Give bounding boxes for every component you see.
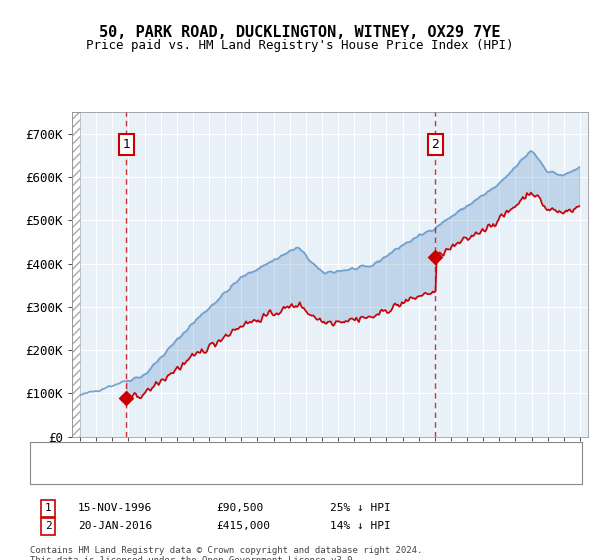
Text: 20-JAN-2016: 20-JAN-2016	[78, 521, 152, 531]
Point	[122, 393, 131, 402]
Text: ——: ——	[54, 447, 82, 461]
Text: 50, PARK ROAD, DUCKLINGTON, WITNEY, OX29 7YE: 50, PARK ROAD, DUCKLINGTON, WITNEY, OX29…	[99, 25, 501, 40]
Text: 14% ↓ HPI: 14% ↓ HPI	[330, 521, 391, 531]
Text: 2: 2	[431, 138, 439, 151]
Text: £415,000: £415,000	[216, 521, 270, 531]
Bar	[72, 112, 80, 437]
Text: 50, PARK ROAD, DUCKLINGTON, WITNEY, OX29 7YE (detached house): 50, PARK ROAD, DUCKLINGTON, WITNEY, OX29…	[90, 449, 471, 459]
Text: HPI: Average price, detached house, West Oxfordshire: HPI: Average price, detached house, West…	[90, 468, 415, 478]
Text: £90,500: £90,500	[216, 503, 263, 514]
Point	[431, 253, 440, 262]
Text: ——: ——	[54, 466, 82, 479]
Text: Price paid vs. HM Land Registry's House Price Index (HPI): Price paid vs. HM Land Registry's House …	[86, 39, 514, 52]
Bar	[72, 112, 80, 437]
Text: 2: 2	[44, 521, 52, 531]
Text: Contains HM Land Registry data © Crown copyright and database right 2024.
This d: Contains HM Land Registry data © Crown c…	[30, 546, 422, 560]
Text: 1: 1	[44, 503, 52, 514]
Text: 25% ↓ HPI: 25% ↓ HPI	[330, 503, 391, 514]
Text: 1: 1	[122, 138, 130, 151]
Text: 15-NOV-1996: 15-NOV-1996	[78, 503, 152, 514]
